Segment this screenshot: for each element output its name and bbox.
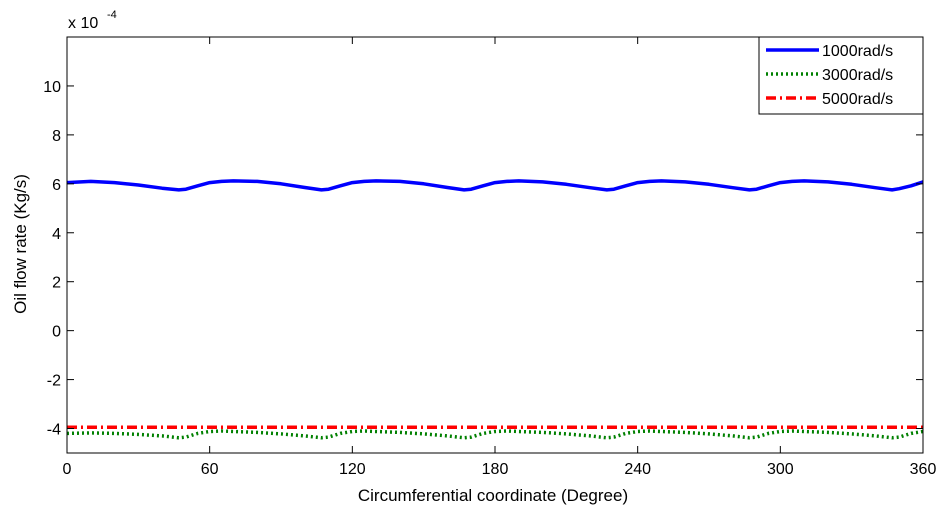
legend-label-2: 5000rad/s [822, 91, 893, 108]
x-tick-label-3: 180 [482, 461, 509, 478]
x-tick-label-6: 360 [910, 461, 937, 478]
y-tick-label-1: -2 [47, 373, 61, 390]
legend-label-0: 1000rad/s [822, 43, 893, 60]
y-tick-label-0: -4 [47, 422, 61, 439]
x-tick-label-5: 300 [767, 461, 794, 478]
x-tick-label-2: 120 [339, 461, 366, 478]
x-tick-label-1: 60 [201, 461, 219, 478]
y-axis-title: Oil flow rate (Kg/s) [11, 174, 30, 314]
x-tick-label-0: 0 [63, 461, 72, 478]
y-tick-label-3: 2 [52, 275, 61, 292]
plot-content [66, 179, 924, 440]
y-tick-label-4: 4 [52, 226, 61, 243]
y-tick-label-6: 8 [52, 128, 61, 145]
legend-label-1: 3000rad/s [822, 67, 893, 84]
legend: 1000rad/s 3000rad/s 5000rad/s [758, 36, 924, 115]
series-line-0 [66, 179, 924, 192]
axes-layer: 0 60 120 180 240 300 360 -4 -2 0 2 4 6 8 10 [43, 36, 937, 478]
y-tick-label-5: 6 [52, 177, 61, 194]
y-multiplier-exponent: -4 [107, 9, 117, 21]
y-tick-label-7: 10 [43, 79, 61, 96]
x-axis-title: Circumferential coordinate (Degree) [358, 486, 628, 505]
y-tick-label-2: 0 [52, 324, 61, 341]
x-tick-label-4: 240 [624, 461, 651, 478]
y-multiplier-label: x 10 [68, 15, 98, 32]
series-line-1 [66, 429, 924, 440]
